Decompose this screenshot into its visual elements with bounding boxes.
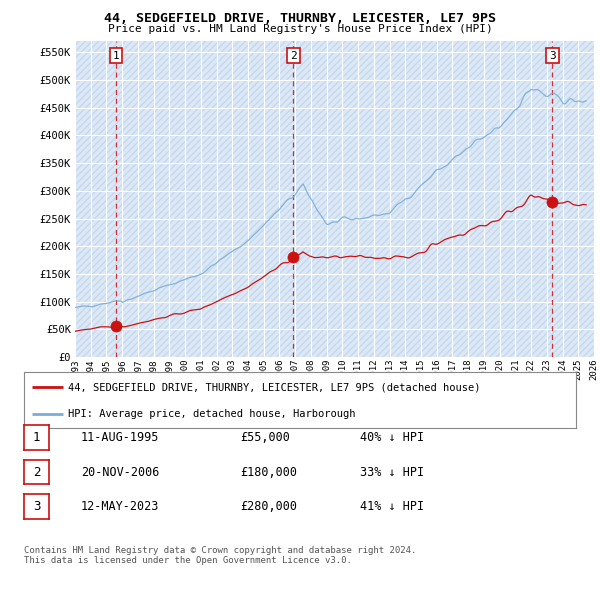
Text: £280,000: £280,000 [240, 500, 297, 513]
Text: 1: 1 [113, 51, 119, 61]
Text: £55,000: £55,000 [240, 431, 290, 444]
Text: 44, SEDGEFIELD DRIVE, THURNBY, LEICESTER, LE7 9PS: 44, SEDGEFIELD DRIVE, THURNBY, LEICESTER… [104, 12, 496, 25]
Text: 12-MAY-2023: 12-MAY-2023 [81, 500, 160, 513]
Text: 2: 2 [33, 466, 40, 478]
Text: Contains HM Land Registry data © Crown copyright and database right 2024.: Contains HM Land Registry data © Crown c… [24, 546, 416, 555]
Text: 11-AUG-1995: 11-AUG-1995 [81, 431, 160, 444]
Text: 3: 3 [549, 51, 556, 61]
Text: HPI: Average price, detached house, Harborough: HPI: Average price, detached house, Harb… [68, 409, 356, 419]
Text: 3: 3 [33, 500, 40, 513]
Text: 20-NOV-2006: 20-NOV-2006 [81, 466, 160, 478]
Text: 40% ↓ HPI: 40% ↓ HPI [360, 431, 424, 444]
Text: Price paid vs. HM Land Registry's House Price Index (HPI): Price paid vs. HM Land Registry's House … [107, 24, 493, 34]
Text: 33% ↓ HPI: 33% ↓ HPI [360, 466, 424, 478]
Text: 2: 2 [290, 51, 297, 61]
Text: This data is licensed under the Open Government Licence v3.0.: This data is licensed under the Open Gov… [24, 556, 352, 565]
Text: 44, SEDGEFIELD DRIVE, THURNBY, LEICESTER, LE7 9PS (detached house): 44, SEDGEFIELD DRIVE, THURNBY, LEICESTER… [68, 382, 481, 392]
Text: 41% ↓ HPI: 41% ↓ HPI [360, 500, 424, 513]
Text: 1: 1 [33, 431, 40, 444]
Text: £180,000: £180,000 [240, 466, 297, 478]
